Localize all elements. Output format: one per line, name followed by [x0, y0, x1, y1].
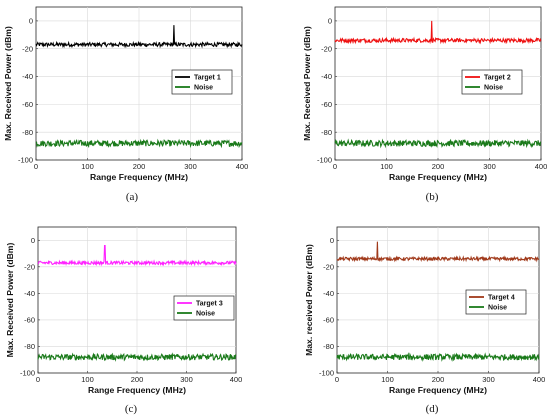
x-tick-label: 100	[81, 375, 94, 384]
x-tick-label: 300	[483, 162, 496, 171]
legend-entry: Target 3	[196, 301, 223, 308]
y-tick-label: -100	[18, 156, 33, 165]
y-tick-label: -20	[24, 262, 35, 271]
y-tick-label: -80	[321, 128, 332, 137]
legend-box	[171, 69, 233, 95]
legend-entry: Target 1	[194, 75, 221, 82]
y-tick-label: -20	[321, 44, 332, 53]
x-axis-label: Range Frequency (MHz)	[389, 385, 487, 395]
legend-entry: Noise	[194, 85, 213, 92]
x-axis-label: Range Frequency (MHz)	[90, 172, 188, 182]
y-tick-label: 0	[328, 17, 332, 26]
y-tick-label: -60	[24, 316, 35, 325]
y-tick-label: -80	[24, 342, 35, 351]
legend: Target 3 Noise	[173, 295, 235, 321]
x-tick-label: 0	[335, 375, 339, 384]
chart-panel-1: 0 100 200 300 400 0 -20 -40 -60 -80 -100 Range Freq…	[3, 6, 249, 203]
series-line-noise	[37, 352, 237, 362]
panel-label: (a)	[126, 191, 139, 203]
series-line-target	[35, 25, 243, 49]
series-line-target	[336, 241, 540, 263]
legend-box	[465, 289, 527, 315]
x-tick-label: 400	[533, 375, 546, 384]
legend-box	[173, 295, 235, 321]
legend-entry: Target 2	[484, 75, 511, 82]
y-axis-label: Max. Received Power (dBm)	[5, 243, 15, 358]
y-tick-label: -20	[323, 262, 334, 271]
y-tick-label: -100	[319, 369, 334, 378]
legend-entry: Target 4	[488, 295, 515, 302]
y-tick-label: -80	[323, 342, 334, 351]
y-tick-label: 0	[31, 236, 35, 245]
x-axis-label: Range Frequency (MHz)	[389, 172, 487, 182]
x-tick-label: 100	[81, 162, 94, 171]
x-tick-label: 100	[380, 162, 393, 171]
y-tick-label: 0	[29, 17, 33, 26]
x-tick-label: 0	[333, 162, 337, 171]
x-axis-label: Range Frequency (MHz)	[88, 385, 186, 395]
x-tick-label: 400	[236, 162, 249, 171]
x-tick-label: 300	[180, 375, 193, 384]
x-tick-label: 200	[131, 375, 144, 384]
chart-panel-2: 0 100 200 300 400 0 -20 -40 -60 -80 -100 Range Freq…	[302, 6, 548, 203]
x-tick-label: 200	[133, 162, 146, 171]
y-tick-label: -40	[24, 289, 35, 298]
legend-entry: Noise	[484, 85, 503, 92]
chart-panel-3: 0 100 200 300 400 0 -20 -40 -60 -80 -100 Range Freq…	[5, 226, 243, 415]
y-tick-label: -40	[321, 72, 332, 81]
legend: Target 2 Noise	[461, 69, 523, 95]
y-tick-label: -40	[323, 289, 334, 298]
panel-label: (c)	[125, 403, 138, 415]
series-line-target	[37, 245, 237, 267]
y-tick-label: -80	[22, 128, 33, 137]
x-tick-label: 0	[36, 375, 40, 384]
legend-entry: Noise	[488, 305, 507, 312]
y-tick-label: -60	[321, 100, 332, 109]
x-tick-label: 0	[34, 162, 38, 171]
panel-label: (b)	[426, 191, 439, 203]
x-tick-label: 100	[381, 375, 394, 384]
y-tick-label: 0	[330, 236, 334, 245]
chart-panel-4: 0 100 200 300 400 0 -20 -40 -60 -80 -100 Range Freq…	[304, 226, 546, 415]
x-tick-label: 200	[432, 162, 445, 171]
y-axis-label: Max. Received Power (dBm)	[3, 26, 13, 141]
legend: Target 4 Noise	[465, 289, 527, 315]
series-line-noise	[336, 352, 540, 362]
y-tick-label: -100	[20, 369, 35, 378]
series-line-target	[334, 20, 542, 45]
x-tick-label: 400	[535, 162, 548, 171]
legend-entry: Noise	[196, 311, 215, 318]
legend: Target 1 Noise	[171, 69, 233, 95]
y-tick-label: -20	[22, 44, 33, 53]
series-line-noise	[35, 138, 243, 149]
x-tick-label: 200	[432, 375, 445, 384]
y-tick-label: -60	[22, 100, 33, 109]
series-line-noise	[334, 138, 542, 149]
y-axis-label: Max. received Power (dBm)	[304, 244, 314, 356]
y-tick-label: -60	[323, 316, 334, 325]
panel-label: (d)	[426, 403, 439, 415]
legend-box	[461, 69, 523, 95]
x-tick-label: 300	[184, 162, 197, 171]
y-tick-label: -100	[317, 156, 332, 165]
y-axis-label: Max. Received Power (dBm)	[302, 26, 312, 141]
y-tick-label: -40	[22, 72, 33, 81]
x-tick-label: 300	[482, 375, 495, 384]
x-tick-label: 400	[230, 375, 243, 384]
